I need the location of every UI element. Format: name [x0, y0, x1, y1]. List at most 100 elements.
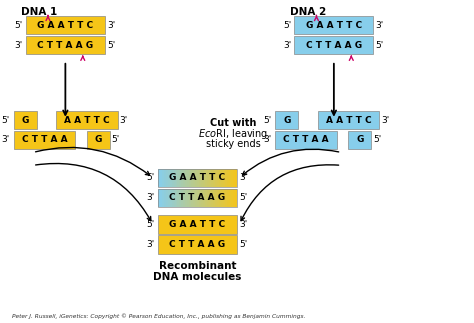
Text: A A T T C: A A T T C — [326, 116, 371, 124]
FancyBboxPatch shape — [165, 189, 168, 207]
FancyBboxPatch shape — [193, 189, 195, 207]
Text: 5': 5' — [146, 173, 155, 182]
FancyBboxPatch shape — [213, 189, 215, 207]
Text: 5': 5' — [373, 135, 382, 144]
FancyBboxPatch shape — [170, 189, 172, 207]
FancyBboxPatch shape — [235, 169, 237, 187]
FancyBboxPatch shape — [180, 169, 182, 187]
FancyBboxPatch shape — [160, 189, 162, 207]
FancyBboxPatch shape — [183, 169, 185, 187]
Text: 3': 3' — [119, 116, 128, 124]
Text: 5': 5' — [1, 116, 9, 124]
FancyBboxPatch shape — [191, 169, 193, 187]
FancyBboxPatch shape — [187, 169, 189, 187]
FancyBboxPatch shape — [183, 189, 185, 207]
Text: G A A T T C: G A A T T C — [169, 220, 225, 229]
Text: 3': 3' — [1, 135, 9, 144]
Text: 5': 5' — [375, 41, 383, 49]
FancyBboxPatch shape — [219, 169, 221, 187]
FancyBboxPatch shape — [275, 111, 298, 129]
Text: C T T A A: C T T A A — [283, 135, 329, 144]
FancyBboxPatch shape — [160, 169, 162, 187]
FancyArrowPatch shape — [36, 163, 151, 221]
FancyBboxPatch shape — [221, 169, 223, 187]
FancyBboxPatch shape — [197, 189, 199, 207]
Text: G A A T T C: G A A T T C — [169, 173, 225, 182]
FancyBboxPatch shape — [164, 169, 165, 187]
FancyBboxPatch shape — [231, 169, 233, 187]
Text: Recombinant
DNA molecules: Recombinant DNA molecules — [153, 261, 241, 282]
FancyBboxPatch shape — [191, 189, 193, 207]
FancyBboxPatch shape — [225, 169, 227, 187]
FancyBboxPatch shape — [199, 189, 201, 207]
FancyBboxPatch shape — [158, 189, 160, 207]
FancyBboxPatch shape — [172, 189, 173, 207]
FancyBboxPatch shape — [227, 189, 229, 207]
Text: C T T A A G: C T T A A G — [169, 240, 225, 249]
FancyBboxPatch shape — [26, 36, 105, 54]
Text: 5': 5' — [283, 21, 292, 30]
Text: 3': 3' — [107, 21, 115, 30]
Text: C T T A A: C T T A A — [22, 135, 67, 144]
FancyBboxPatch shape — [158, 215, 237, 234]
Text: G A A T T C: G A A T T C — [37, 21, 93, 30]
FancyBboxPatch shape — [215, 189, 217, 207]
FancyBboxPatch shape — [189, 169, 191, 187]
Text: G: G — [283, 116, 291, 124]
FancyBboxPatch shape — [162, 169, 164, 187]
FancyBboxPatch shape — [187, 189, 189, 207]
FancyBboxPatch shape — [229, 189, 231, 207]
Text: G: G — [356, 135, 364, 144]
FancyBboxPatch shape — [172, 169, 173, 187]
FancyBboxPatch shape — [168, 169, 170, 187]
Text: 3': 3' — [381, 116, 389, 124]
FancyBboxPatch shape — [213, 169, 215, 187]
FancyBboxPatch shape — [158, 235, 237, 254]
Text: A A T T C: A A T T C — [64, 116, 110, 124]
Text: 3': 3' — [146, 240, 155, 249]
Text: G: G — [95, 135, 102, 144]
FancyBboxPatch shape — [223, 189, 225, 207]
FancyBboxPatch shape — [294, 36, 374, 54]
FancyBboxPatch shape — [221, 189, 223, 207]
FancyBboxPatch shape — [201, 189, 203, 207]
FancyBboxPatch shape — [195, 189, 197, 207]
Text: G A A T T C: G A A T T C — [306, 21, 362, 30]
FancyBboxPatch shape — [14, 130, 75, 149]
FancyBboxPatch shape — [231, 189, 233, 207]
Text: 5': 5' — [239, 193, 247, 202]
FancyBboxPatch shape — [165, 169, 168, 187]
FancyBboxPatch shape — [177, 169, 180, 187]
FancyBboxPatch shape — [175, 169, 177, 187]
Text: 3': 3' — [146, 193, 155, 202]
FancyBboxPatch shape — [209, 189, 211, 207]
FancyBboxPatch shape — [162, 189, 164, 207]
Text: DNA 1: DNA 1 — [21, 7, 57, 17]
FancyBboxPatch shape — [205, 169, 207, 187]
FancyBboxPatch shape — [215, 169, 217, 187]
FancyBboxPatch shape — [182, 169, 183, 187]
FancyBboxPatch shape — [217, 169, 219, 187]
FancyBboxPatch shape — [207, 169, 209, 187]
FancyBboxPatch shape — [229, 169, 231, 187]
Text: 5': 5' — [239, 240, 247, 249]
FancyBboxPatch shape — [233, 189, 235, 207]
Text: 3': 3' — [15, 41, 23, 49]
Text: 3': 3' — [239, 220, 247, 229]
Text: C T T A A G: C T T A A G — [37, 41, 93, 49]
FancyBboxPatch shape — [173, 169, 175, 187]
Text: 5': 5' — [146, 220, 155, 229]
FancyBboxPatch shape — [175, 189, 177, 207]
FancyBboxPatch shape — [56, 111, 118, 129]
FancyBboxPatch shape — [235, 189, 237, 207]
FancyBboxPatch shape — [219, 189, 221, 207]
Text: Peter J. Russell, iGenetics: Copyright © Pearson Education, Inc., publishing as : Peter J. Russell, iGenetics: Copyright ©… — [12, 314, 305, 319]
FancyBboxPatch shape — [348, 130, 371, 149]
FancyBboxPatch shape — [203, 189, 205, 207]
FancyBboxPatch shape — [173, 189, 175, 207]
FancyBboxPatch shape — [209, 169, 211, 187]
FancyBboxPatch shape — [318, 111, 379, 129]
Text: 5': 5' — [112, 135, 120, 144]
FancyArrowPatch shape — [36, 147, 150, 175]
FancyArrowPatch shape — [243, 149, 339, 175]
